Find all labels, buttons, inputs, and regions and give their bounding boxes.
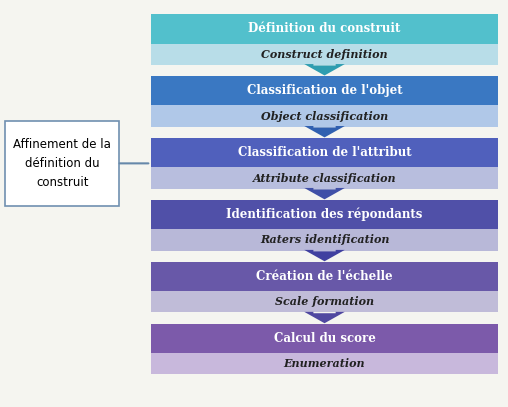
Polygon shape: [304, 312, 345, 323]
Bar: [151, 230, 498, 251]
Bar: [151, 138, 498, 167]
Text: Création de l'échelle: Création de l'échelle: [256, 270, 393, 283]
Bar: [151, 324, 498, 353]
FancyBboxPatch shape: [6, 120, 119, 206]
Bar: [151, 353, 498, 374]
Text: Attribute classification: Attribute classification: [252, 173, 396, 184]
Polygon shape: [304, 188, 345, 199]
Polygon shape: [304, 64, 345, 75]
Text: Construct definition: Construct definition: [261, 48, 388, 60]
Text: Définition du construit: Définition du construit: [248, 22, 401, 35]
Bar: [151, 291, 498, 313]
Text: Classification de l'objet: Classification de l'objet: [247, 84, 402, 97]
Bar: [151, 167, 498, 188]
Polygon shape: [304, 250, 345, 261]
Bar: [151, 200, 498, 230]
Bar: [151, 76, 498, 105]
Text: Object classification: Object classification: [261, 111, 388, 122]
Bar: [151, 105, 498, 127]
Text: Raters identification: Raters identification: [260, 234, 389, 245]
Text: Calcul du score: Calcul du score: [274, 332, 375, 345]
Bar: [151, 262, 498, 291]
Text: Scale formation: Scale formation: [275, 296, 374, 307]
Text: Identification des répondants: Identification des répondants: [227, 208, 423, 221]
Bar: [151, 14, 498, 44]
Polygon shape: [304, 126, 345, 138]
Text: Classification de l'attribut: Classification de l'attribut: [238, 146, 411, 159]
Text: Affinement de la
définition du
construit: Affinement de la définition du construit: [13, 138, 111, 189]
Bar: [151, 44, 498, 65]
Text: Enumeration: Enumeration: [284, 358, 365, 370]
